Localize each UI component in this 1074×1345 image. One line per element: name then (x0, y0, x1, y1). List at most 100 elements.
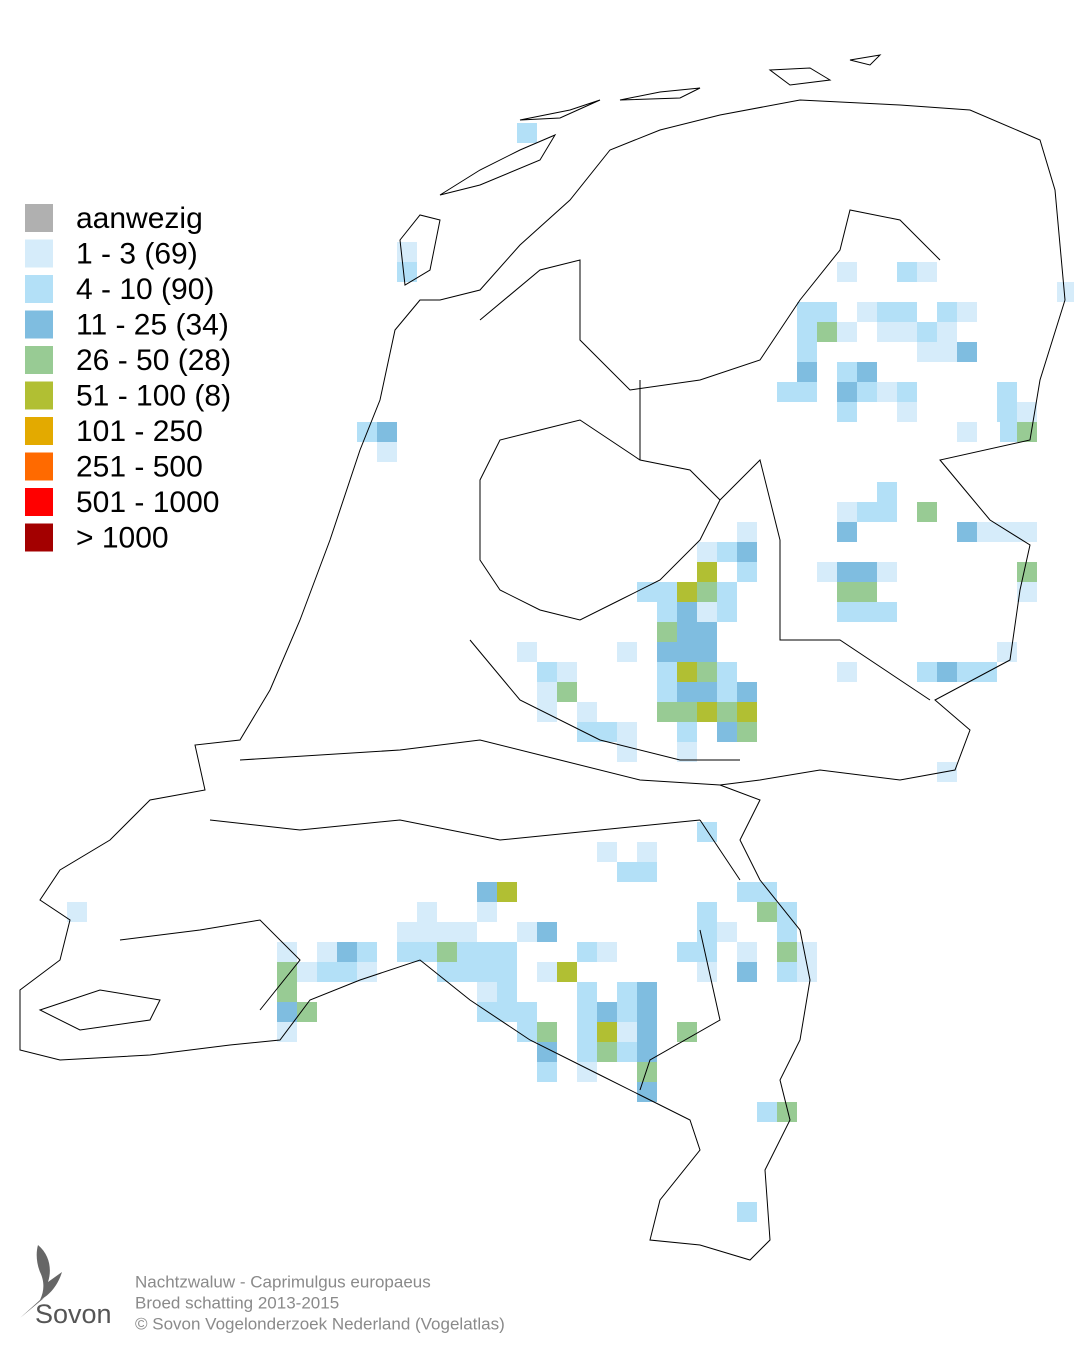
grid-cell (837, 402, 857, 422)
grid-cell (857, 562, 877, 582)
grid-cell (557, 662, 577, 682)
logo-text: Sovon (35, 1299, 112, 1329)
grid-cell (517, 642, 537, 662)
legend-label: 101 - 250 (76, 415, 203, 448)
grid-cell (897, 302, 917, 322)
grid-cell (837, 262, 857, 282)
legend-swatch (25, 417, 53, 445)
grid-cell (917, 342, 937, 362)
grid-cell (877, 562, 897, 582)
grid-cell (717, 582, 737, 602)
grid-cell (997, 642, 1017, 662)
grid-cell (917, 322, 937, 342)
grid-cell (637, 862, 657, 882)
grid-cell (677, 642, 697, 662)
grid-cell (537, 962, 557, 982)
grid-cell (817, 302, 837, 322)
grid-cell (897, 262, 917, 282)
grid-cell (937, 662, 957, 682)
logo: Sovon (20, 1245, 112, 1329)
grid-cell (397, 942, 417, 962)
grid-cell (637, 842, 657, 862)
grid-cell (937, 302, 957, 322)
grid-cell (797, 942, 817, 962)
grid-cell (597, 1002, 617, 1022)
grid-cell (597, 1042, 617, 1062)
grid-cell (517, 922, 537, 942)
grid-cell (457, 922, 477, 942)
grid-cell (677, 602, 697, 622)
grid-cell (517, 1002, 537, 1022)
grid-cell (737, 682, 757, 702)
grid-cell (817, 562, 837, 582)
logo-bird (20, 1245, 62, 1318)
grid-cell (717, 682, 737, 702)
grid-cell (657, 602, 677, 622)
grid-cell (477, 882, 497, 902)
grid-cell (1017, 522, 1037, 542)
grid-cell (397, 922, 417, 942)
footer-line: © Sovon Vogelonderzoek Nederland (Vogela… (135, 1314, 505, 1333)
grid-cell (737, 522, 757, 542)
legend-swatch (25, 346, 53, 374)
grid-cell (417, 942, 437, 962)
grid-cell (777, 922, 797, 942)
grid-cell (277, 942, 297, 962)
grid-cell (497, 962, 517, 982)
grid-cell (837, 322, 857, 342)
grid-cell (817, 322, 837, 342)
grid-cell (597, 722, 617, 742)
grid-cell (917, 262, 937, 282)
grid-cell (697, 582, 717, 602)
grid-cell (857, 362, 877, 382)
grid-cell (577, 1062, 597, 1082)
grid-cell (537, 662, 557, 682)
grid-cell (477, 942, 497, 962)
grid-cell (537, 1022, 557, 1042)
inner-lake (479, 419, 721, 621)
grid-cell (797, 382, 817, 402)
grid-cell (977, 522, 997, 542)
grid-cell (837, 362, 857, 382)
grid-cell (597, 942, 617, 962)
grid-cell (997, 382, 1017, 402)
legend-label: 501 - 1000 (76, 486, 219, 519)
grid-cell (697, 622, 717, 642)
grid-cell (677, 942, 697, 962)
grid-cell (437, 922, 457, 942)
islands (38, 54, 882, 1031)
grid-cell (737, 1202, 757, 1222)
grid-cell (677, 682, 697, 702)
grid-cell (717, 602, 737, 622)
grid-cell (837, 502, 857, 522)
grid-cell (437, 942, 457, 962)
grid-cell (537, 1062, 557, 1082)
grid-cell (777, 942, 797, 962)
grid-cell (737, 882, 757, 902)
grid-cell (637, 1062, 657, 1082)
grid-cell (737, 722, 757, 742)
grid-cell (637, 1082, 657, 1102)
grid-cell (617, 1022, 637, 1042)
grid-cell (577, 982, 597, 1002)
grid-cell (697, 542, 717, 562)
grid-cell (697, 642, 717, 662)
province-borders (119, 209, 941, 1091)
legend-label: 1 - 3 (69) (76, 237, 198, 270)
grid-cell (797, 362, 817, 382)
grid-cell (757, 902, 777, 922)
grid-cell (597, 842, 617, 862)
grid-cell (457, 962, 477, 982)
grid-cell (797, 342, 817, 362)
legend-swatch (25, 310, 53, 339)
grid-cell (477, 902, 497, 922)
grid-cell (357, 962, 377, 982)
grid-cell (477, 982, 497, 1002)
grid-cell (417, 902, 437, 922)
grid-cell (1017, 582, 1037, 602)
grid-cell (737, 702, 757, 722)
grid-cell (397, 262, 417, 282)
grid-cell (497, 882, 517, 902)
grid-cell (757, 1102, 777, 1122)
grid-cell (717, 662, 737, 682)
